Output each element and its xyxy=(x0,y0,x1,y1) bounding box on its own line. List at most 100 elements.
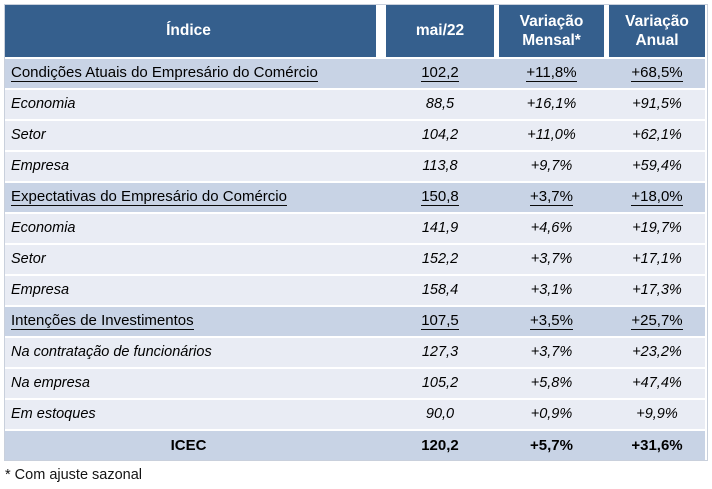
column-gap xyxy=(494,183,499,212)
row-label: Em estoques xyxy=(5,400,376,429)
row-label: Empresa xyxy=(5,152,376,181)
column-gap xyxy=(604,276,609,305)
column-gap xyxy=(604,214,609,243)
row-value-variacao-anual: +47,4% xyxy=(609,369,705,398)
row-value-variacao-anual: +19,7% xyxy=(609,214,705,243)
table-body: Condições Atuais do Empresário do Comérc… xyxy=(5,59,707,460)
table-row: ICEC 120,2 +5,7% +31,6% xyxy=(5,431,707,460)
row-value-variacao-anual: +59,4% xyxy=(609,152,705,181)
column-header-indice: Índice xyxy=(5,5,376,57)
column-gap xyxy=(604,121,609,150)
column-gap xyxy=(604,5,609,57)
row-value-variacao-anual: +91,5% xyxy=(609,90,705,119)
row-value-variacao-anual: +68,5% xyxy=(609,59,705,88)
row-value-mai22: 102,2 xyxy=(386,59,494,88)
table-row: Na contratação de funcionários 127,3 +3,… xyxy=(5,338,707,367)
column-gap xyxy=(376,152,386,181)
row-value-variacao-anual: +9,9% xyxy=(609,400,705,429)
row-value-mai22: 150,8 xyxy=(386,183,494,212)
table-row: Intenções de Investimentos 107,5 +3,5% +… xyxy=(5,307,707,336)
footnote: * Com ajuste sazonal xyxy=(5,467,143,483)
row-value-mai22: 107,5 xyxy=(386,307,494,336)
column-gap xyxy=(494,245,499,274)
row-value-variacao-anual: +17,1% xyxy=(609,245,705,274)
row-value-mai22: 104,2 xyxy=(386,121,494,150)
row-value-mai22: 127,3 xyxy=(386,338,494,367)
row-value-variacao-mensal: +3,1% xyxy=(499,276,604,305)
column-gap xyxy=(376,59,386,88)
table-row: Empresa 113,8 +9,7% +59,4% xyxy=(5,152,707,181)
column-gap xyxy=(376,400,386,429)
column-gap xyxy=(376,214,386,243)
icec-table: Índice mai/22 Variação Mensal* Variação … xyxy=(4,4,708,461)
column-gap xyxy=(494,400,499,429)
row-value-variacao-anual: +17,3% xyxy=(609,276,705,305)
row-label: Economia xyxy=(5,90,376,119)
column-gap xyxy=(604,338,609,367)
table-row: Setor 104,2 +11,0% +62,1% xyxy=(5,121,707,150)
row-label: Setor xyxy=(5,245,376,274)
row-value-mai22: 105,2 xyxy=(386,369,494,398)
row-label: Na contratação de funcionários xyxy=(5,338,376,367)
table-row: Expectativas do Empresário do Comércio 1… xyxy=(5,183,707,212)
column-gap xyxy=(494,59,499,88)
column-gap xyxy=(494,276,499,305)
row-label: Empresa xyxy=(5,276,376,305)
column-gap xyxy=(376,276,386,305)
table-header-row: Índice mai/22 Variação Mensal* Variação … xyxy=(5,5,707,57)
row-value-variacao-mensal: +0,9% xyxy=(499,400,604,429)
row-value-variacao-mensal: +3,7% xyxy=(499,245,604,274)
column-gap xyxy=(494,338,499,367)
column-gap xyxy=(494,214,499,243)
row-value-variacao-mensal: +5,8% xyxy=(499,369,604,398)
table-row: Em estoques 90,0 +0,9% +9,9% xyxy=(5,400,707,429)
row-label: Economia xyxy=(5,214,376,243)
row-value-variacao-mensal: +5,7% xyxy=(499,431,604,460)
row-value-mai22: 88,5 xyxy=(386,90,494,119)
column-header-variacao-anual: Variação Anual xyxy=(609,5,705,57)
row-value-variacao-mensal: +16,1% xyxy=(499,90,604,119)
column-gap xyxy=(494,90,499,119)
row-value-variacao-anual: +62,1% xyxy=(609,121,705,150)
row-value-variacao-mensal: +3,7% xyxy=(499,183,604,212)
table-row: Setor 152,2 +3,7% +17,1% xyxy=(5,245,707,274)
table-row: Empresa 158,4 +3,1% +17,3% xyxy=(5,276,707,305)
column-gap xyxy=(604,152,609,181)
row-value-mai22: 120,2 xyxy=(386,431,494,460)
column-header-mai22: mai/22 xyxy=(386,5,494,57)
row-value-variacao-anual: +25,7% xyxy=(609,307,705,336)
column-gap xyxy=(376,245,386,274)
table-row: Na empresa 105,2 +5,8% +47,4% xyxy=(5,369,707,398)
table-row: Economia 88,5 +16,1% +91,5% xyxy=(5,90,707,119)
row-value-variacao-mensal: +11,0% xyxy=(499,121,604,150)
row-value-variacao-anual: +18,0% xyxy=(609,183,705,212)
column-gap xyxy=(604,90,609,119)
column-gap xyxy=(604,431,609,460)
column-gap xyxy=(604,183,609,212)
row-label: Condições Atuais do Empresário do Comérc… xyxy=(5,59,376,88)
row-label: Expectativas do Empresário do Comércio xyxy=(5,183,376,212)
row-value-variacao-mensal: +4,6% xyxy=(499,214,604,243)
row-value-mai22: 90,0 xyxy=(386,400,494,429)
row-value-variacao-mensal: +3,5% xyxy=(499,307,604,336)
column-gap xyxy=(376,183,386,212)
column-gap xyxy=(494,431,499,460)
row-value-variacao-mensal: +11,8% xyxy=(499,59,604,88)
column-gap xyxy=(604,59,609,88)
table-row: Condições Atuais do Empresário do Comérc… xyxy=(5,59,707,88)
column-gap xyxy=(494,121,499,150)
column-gap xyxy=(376,369,386,398)
column-gap xyxy=(494,369,499,398)
row-value-mai22: 141,9 xyxy=(386,214,494,243)
column-gap xyxy=(604,245,609,274)
column-gap xyxy=(376,431,386,460)
row-value-mai22: 158,4 xyxy=(386,276,494,305)
row-value-mai22: 113,8 xyxy=(386,152,494,181)
column-gap xyxy=(604,400,609,429)
row-label: ICEC xyxy=(5,431,376,460)
column-gap xyxy=(494,5,499,57)
column-header-variacao-mensal: Variação Mensal* xyxy=(499,5,604,57)
column-gap xyxy=(376,121,386,150)
row-value-variacao-mensal: +3,7% xyxy=(499,338,604,367)
